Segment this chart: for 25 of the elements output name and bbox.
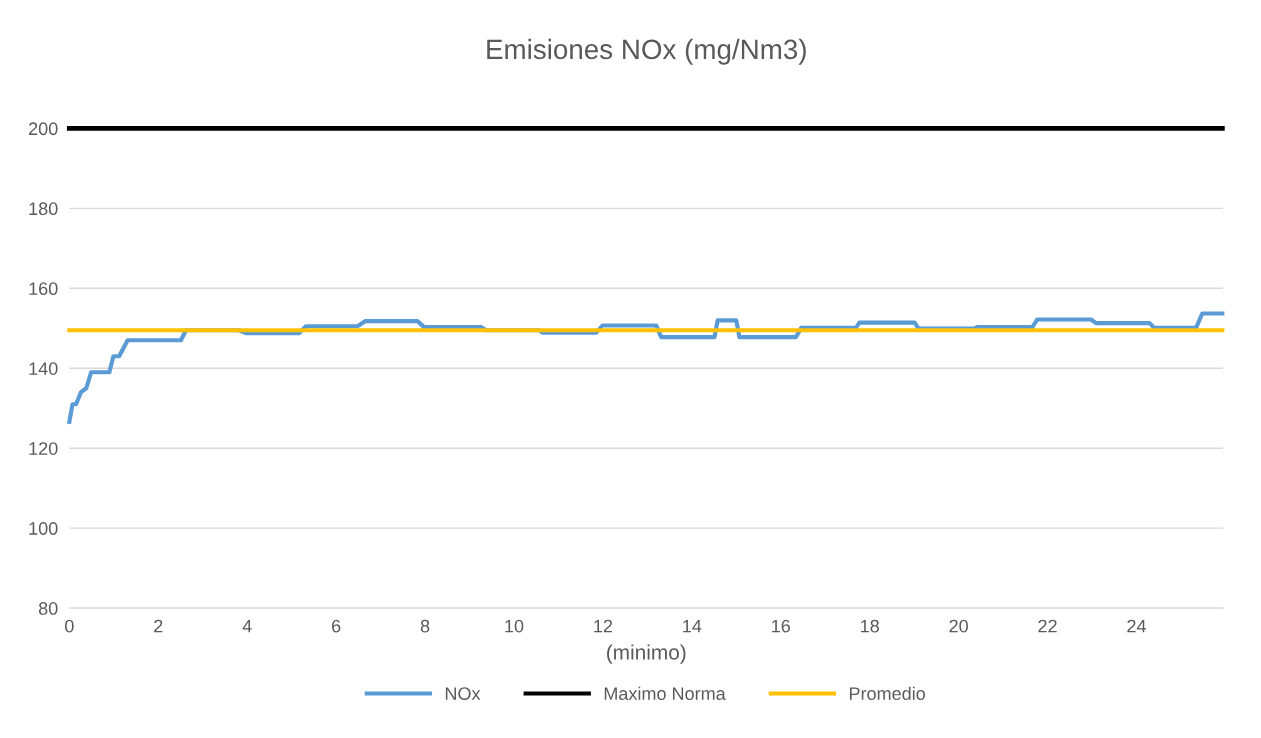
y-tick-label: 120 (29, 442, 58, 455)
x-tick-label: 22 (1038, 619, 1057, 633)
x-tick-label: 4 (242, 619, 252, 633)
legend-label: NOx (445, 687, 481, 700)
x-tick-label: 0 (65, 619, 74, 633)
y-tick-label: 100 (29, 522, 58, 535)
y-tick-label: 200 (29, 122, 58, 136)
x-tick-label: 8 (420, 619, 430, 633)
y-tick-label: 160 (29, 282, 58, 296)
y-tick-label: 140 (29, 362, 58, 375)
x-tick-label: 16 (772, 619, 791, 633)
x-tick-label: 20 (949, 619, 968, 633)
legend-label: Maximo Norma (604, 686, 726, 700)
x-tick-label: 6 (332, 619, 341, 633)
x-tick-label: 2 (154, 619, 163, 633)
x-tick-label: 18 (861, 619, 879, 633)
legend-label: Promedio (849, 686, 925, 700)
y-tick-label: 180 (29, 202, 58, 216)
chart-title: Emisiones NOx (mg/Nm3) (487, 38, 806, 65)
x-tick-label: 12 (594, 619, 613, 633)
x-axis-title: (minimo) (607, 644, 686, 664)
x-tick-label: 24 (1127, 619, 1146, 633)
x-tick-label: 14 (683, 619, 702, 633)
y-tick-label: 80 (38, 602, 58, 615)
x-tick-label: 10 (505, 619, 524, 633)
